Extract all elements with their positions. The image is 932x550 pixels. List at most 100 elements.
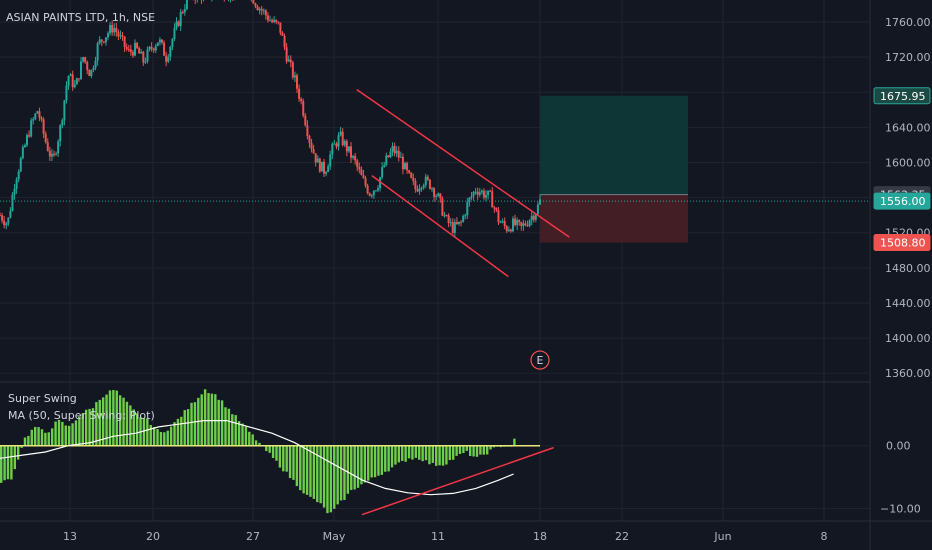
- histogram-bar: [88, 408, 91, 446]
- candle-body: [339, 131, 342, 136]
- histogram-bar: [465, 445, 469, 451]
- candle-body: [453, 222, 456, 233]
- histogram-bar: [380, 445, 384, 475]
- candle-body: [480, 190, 483, 193]
- histogram-bar: [288, 445, 292, 479]
- candle-body: [505, 226, 508, 232]
- grid-lines: [0, 0, 870, 521]
- candle-body: [418, 188, 421, 192]
- candle-body: [358, 166, 361, 170]
- candle-body: [32, 119, 35, 121]
- candle-body: [391, 146, 394, 152]
- candle-body: [345, 141, 348, 152]
- price-tag-target: 1675.95: [880, 90, 926, 103]
- candle-body: [534, 214, 537, 220]
- candle-body: [466, 202, 469, 216]
- candle-body: [320, 161, 323, 172]
- histogram-bar: [47, 432, 50, 446]
- candle-body: [163, 42, 166, 56]
- candle-body: [140, 51, 143, 54]
- candle-body: [524, 223, 527, 226]
- candle-body: [395, 150, 398, 154]
- histogram-bar: [404, 445, 407, 462]
- histogram-bar: [482, 445, 486, 455]
- candle-body: [90, 70, 93, 77]
- histogram-bar: [16, 445, 20, 460]
- price-tag-box-stop: [873, 234, 931, 252]
- histogram-bar: [282, 445, 285, 472]
- histogram-bar: [513, 438, 516, 446]
- indicator-legend-name[interactable]: Super Swing: [8, 392, 77, 405]
- candle-body: [414, 180, 417, 190]
- histogram-bar: [438, 445, 441, 466]
- event-label: E: [537, 354, 544, 367]
- candle-body: [40, 117, 43, 120]
- price-tick-7: 1480.00: [885, 262, 931, 275]
- candle-body: [50, 153, 53, 157]
- histogram-bar: [33, 426, 37, 446]
- candle-body: [374, 190, 377, 192]
- candle-body: [77, 78, 80, 80]
- candle-body: [291, 62, 294, 78]
- candle-body: [536, 204, 539, 215]
- candle-body: [138, 48, 141, 54]
- histogram-bar: [217, 399, 220, 446]
- candle-body: [262, 10, 265, 12]
- indicator-legend-ma[interactable]: MA (50, Super Swing: Plot): [8, 409, 155, 422]
- candle-body: [329, 154, 332, 167]
- candle-body: [38, 111, 41, 118]
- histogram-bar: [343, 445, 346, 500]
- candle-body: [497, 210, 500, 223]
- indicator-trendline-line: [361, 446, 554, 516]
- candle-body: [520, 222, 523, 226]
- candle-body: [55, 153, 58, 155]
- candle-body: [44, 133, 47, 143]
- position-zones: [0, 95, 870, 243]
- candle-body: [516, 220, 519, 226]
- histogram-bar: [231, 414, 234, 446]
- histogram-bar: [271, 445, 275, 458]
- candle-body: [258, 8, 261, 11]
- candle-body: [468, 197, 471, 203]
- candle-body: [142, 51, 145, 63]
- histogram-bar: [254, 440, 258, 446]
- candle-body: [275, 19, 278, 22]
- candle-body: [470, 196, 473, 198]
- time-tick-6: 22: [615, 530, 629, 543]
- candle-body: [82, 57, 85, 62]
- candle-body: [422, 185, 425, 188]
- target-zone: [540, 95, 688, 195]
- histogram-bar: [176, 418, 180, 446]
- histogram-bar: [152, 427, 156, 446]
- price-tick-9: 1400.00: [885, 332, 931, 345]
- histogram-bar: [445, 445, 448, 465]
- candle-body: [3, 220, 6, 226]
- descending-channel[interactable]: [356, 88, 570, 278]
- histogram-bar: [469, 445, 472, 456]
- histogram-bar: [295, 445, 299, 487]
- histogram-bar: [322, 445, 326, 508]
- histogram-bar: [186, 409, 190, 446]
- histogram-bar: [479, 445, 482, 455]
- candle-body: [528, 220, 531, 226]
- histogram-bar: [30, 429, 33, 446]
- event-marker[interactable]: E: [530, 350, 550, 370]
- histogram-bar: [394, 445, 397, 465]
- time-axis[interactable]: 13 20 27 May 11 18 22 Jun 8: [63, 530, 828, 543]
- candle-body: [273, 19, 276, 23]
- candle-body: [125, 46, 128, 50]
- candle-body: [472, 191, 475, 197]
- candle-body: [289, 59, 292, 63]
- indicator-trendline[interactable]: [361, 446, 554, 516]
- histogram-bar: [10, 445, 13, 480]
- histogram-bar: [227, 408, 231, 446]
- candle-body: [26, 135, 28, 146]
- candle-body: [59, 125, 62, 142]
- candle-body: [387, 155, 390, 158]
- indicator-axis[interactable]: 0.00 −10.00: [880, 440, 921, 516]
- candle-body: [15, 179, 18, 189]
- candle-body: [28, 135, 31, 137]
- candle-body: [539, 199, 541, 205]
